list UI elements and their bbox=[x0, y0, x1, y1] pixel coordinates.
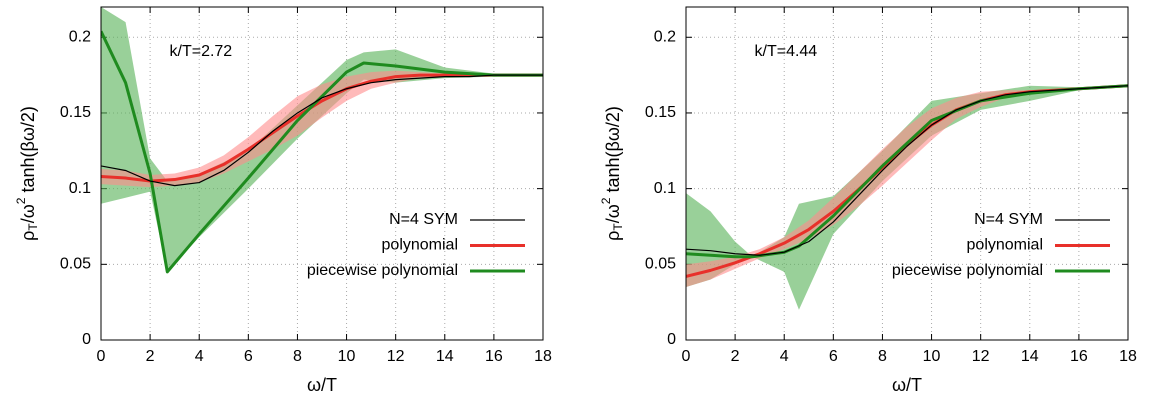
plot-frame bbox=[100, 6, 544, 341]
x-tick-label: 16 bbox=[1070, 348, 1088, 365]
x-tick-label: 0 bbox=[97, 348, 106, 365]
x-tick-label: 12 bbox=[387, 348, 405, 365]
x-tick-label: 2 bbox=[731, 348, 740, 365]
legend-label: piecewise polynomial bbox=[307, 262, 458, 279]
y-tick-label: 0.15 bbox=[645, 104, 676, 121]
x-tick-label: 16 bbox=[485, 348, 503, 365]
series-line bbox=[101, 73, 543, 183]
y-tick-label: 0.1 bbox=[654, 180, 676, 197]
y-tick-label: 0.05 bbox=[60, 256, 91, 273]
error-band bbox=[101, 7, 543, 272]
plot-area bbox=[686, 84, 1128, 310]
y-axis-label-part: T bbox=[611, 223, 625, 231]
x-tick-label: 8 bbox=[293, 348, 302, 365]
x-tick-label: 4 bbox=[780, 348, 789, 365]
y-axis-label: ρT/ω2 tanh(βω/2) bbox=[14, 106, 40, 241]
x-tick-label: 10 bbox=[338, 348, 356, 365]
x-tick-label: 10 bbox=[923, 348, 941, 365]
y-axis-label-part: tanh(βω/2) bbox=[18, 106, 38, 197]
series-line bbox=[686, 84, 1128, 278]
annotation: k/T=4.44 bbox=[755, 43, 818, 60]
legend-label: N=4 SYM bbox=[974, 211, 1043, 228]
legend-label: polynomial bbox=[382, 237, 458, 254]
x-tick-label: 14 bbox=[436, 348, 454, 365]
error-band bbox=[101, 70, 543, 188]
y-axis-label-part: /ω bbox=[18, 204, 38, 223]
series-line bbox=[686, 84, 1128, 259]
y-tick-label: 0 bbox=[82, 331, 91, 348]
y-axis-label-part: 2 bbox=[14, 197, 28, 204]
error-band bbox=[686, 85, 1128, 310]
x-tick-label: 18 bbox=[1119, 348, 1137, 365]
x-tick-label: 0 bbox=[682, 348, 691, 365]
x-tick-label: 18 bbox=[534, 348, 552, 365]
x-tick-label: 4 bbox=[195, 348, 204, 365]
legend-label: N=4 SYM bbox=[389, 211, 458, 228]
legend-label: piecewise polynomial bbox=[892, 262, 1043, 279]
x-axis-label: ω/T bbox=[307, 375, 337, 395]
series-line bbox=[101, 30, 543, 274]
y-axis-label-part: T bbox=[26, 223, 40, 231]
x-axis-label: ω/T bbox=[892, 375, 922, 395]
legend-label: polynomial bbox=[967, 237, 1043, 254]
annotation: k/T=2.72 bbox=[170, 43, 233, 60]
y-tick-label: 0.1 bbox=[69, 180, 91, 197]
series-line bbox=[101, 74, 543, 187]
y-axis-label-part: /ω bbox=[603, 204, 623, 223]
y-tick-label: 0 bbox=[667, 331, 676, 348]
series-line bbox=[686, 85, 1128, 256]
x-tick-label: 6 bbox=[244, 348, 253, 365]
x-tick-label: 12 bbox=[972, 348, 990, 365]
y-axis-label-part: ρ bbox=[18, 231, 38, 241]
x-tick-label: 14 bbox=[1021, 348, 1039, 365]
x-tick-label: 8 bbox=[878, 348, 887, 365]
y-tick-label: 0.05 bbox=[645, 256, 676, 273]
plot-frame bbox=[685, 6, 1129, 341]
x-tick-label: 6 bbox=[829, 348, 838, 365]
y-axis-label-part: 2 bbox=[599, 197, 613, 204]
y-axis-label-part: tanh(βω/2) bbox=[603, 106, 623, 197]
y-tick-label: 0.15 bbox=[60, 104, 91, 121]
y-axis-label: ρT/ω2 tanh(βω/2) bbox=[599, 106, 625, 241]
y-tick-label: 0.2 bbox=[69, 28, 91, 45]
x-tick-label: 2 bbox=[146, 348, 155, 365]
plot-area bbox=[101, 7, 543, 274]
y-tick-label: 0.2 bbox=[654, 28, 676, 45]
y-axis-label-part: ρ bbox=[603, 231, 623, 241]
